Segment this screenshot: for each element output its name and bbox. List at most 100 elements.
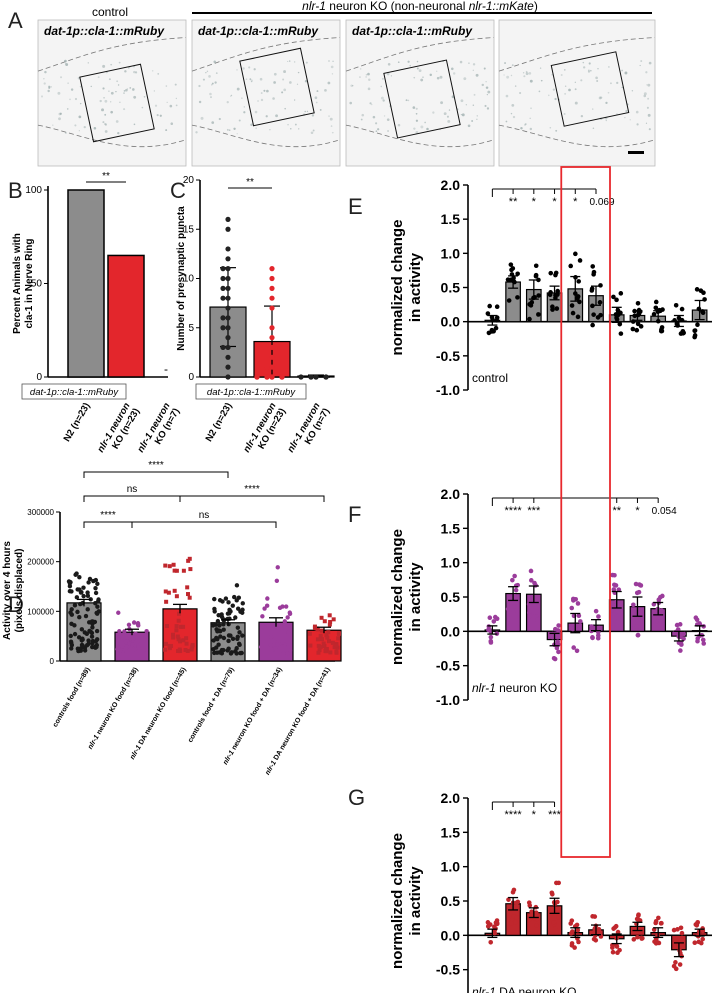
sig-label-f: 0.054 — [652, 506, 677, 517]
speckle — [109, 101, 112, 103]
speckle — [387, 62, 391, 66]
data-point-d — [90, 640, 95, 646]
speckle — [564, 92, 567, 95]
worm-outline-3 — [345, 37, 495, 147]
data-point-e — [635, 321, 641, 327]
speckle — [522, 72, 525, 74]
y-tick-label: 1.0 — [441, 859, 461, 875]
data-point-d — [87, 576, 93, 582]
speckle — [645, 71, 648, 74]
speckle — [405, 99, 408, 102]
speckle — [206, 70, 209, 73]
y-tick-label: 1.5 — [441, 520, 461, 536]
data-point-g — [572, 945, 577, 950]
data-point-g — [514, 915, 520, 920]
data-point-g — [592, 933, 598, 938]
speckle — [375, 130, 378, 133]
data-point-g — [576, 939, 581, 945]
data-point-d — [325, 635, 330, 640]
x-tick-label-d: controls food (n=89) — [52, 667, 92, 729]
data-point-d — [230, 636, 236, 641]
data-point-d — [122, 629, 127, 634]
data-point-d — [212, 609, 217, 614]
data-point-f — [488, 634, 494, 640]
speckle — [397, 61, 400, 64]
y-tick-label-c: 15 — [183, 224, 195, 235]
data-point-c — [220, 266, 226, 272]
scale-bar — [628, 151, 644, 154]
data-point-g — [631, 929, 637, 934]
sig-label-f: *** — [527, 505, 541, 517]
speckle — [460, 99, 464, 103]
data-point-f — [576, 613, 582, 619]
speckle — [226, 128, 229, 131]
speckle — [241, 97, 243, 99]
speckle — [74, 97, 78, 101]
speckle — [424, 121, 426, 124]
speckle — [132, 88, 135, 91]
data-point-f — [488, 640, 494, 645]
image-strain-label-1: dat-1p::cla-1::mRuby — [44, 24, 165, 38]
speckle — [200, 116, 204, 120]
speckle — [64, 59, 67, 63]
speckle — [315, 101, 318, 104]
speckle — [118, 61, 121, 64]
speckle — [450, 67, 454, 71]
data-point-f — [528, 578, 534, 583]
speckle — [473, 93, 476, 96]
data-point-d — [326, 630, 331, 635]
x-tick-label-c: nlr-1 neuronKO (n=7) — [285, 401, 332, 460]
data-point-d — [121, 635, 126, 641]
speckle — [123, 108, 126, 111]
data-point-e — [672, 318, 677, 323]
speckle — [101, 108, 105, 112]
speckle — [90, 85, 92, 88]
data-point-g — [556, 915, 561, 920]
data-point-g — [677, 962, 683, 967]
data-point-g — [675, 927, 680, 932]
data-point-d — [130, 642, 135, 647]
data-point-d — [240, 633, 245, 638]
data-point-e — [573, 251, 578, 257]
data-point-d — [235, 625, 241, 630]
data-point-f — [552, 656, 558, 662]
data-point-e — [692, 328, 697, 334]
data-point-d — [77, 615, 82, 620]
speckle — [540, 79, 543, 82]
highlight-box — [560, 166, 611, 858]
speckle — [360, 118, 363, 121]
data-point-d — [213, 622, 218, 627]
data-point-d — [176, 637, 181, 642]
data-point-d — [189, 647, 194, 652]
data-point-e — [487, 303, 492, 309]
data-point-d — [274, 578, 280, 584]
data-point-d — [264, 603, 270, 608]
speckle — [452, 72, 456, 75]
data-point-e — [568, 263, 574, 269]
speckle — [102, 64, 106, 68]
inner-label-f: nlr-1 neuron KO — [472, 681, 557, 695]
speckle — [255, 127, 257, 129]
speckle — [485, 81, 487, 83]
speckle — [397, 123, 401, 127]
speckle — [645, 122, 648, 124]
speckle — [519, 91, 522, 95]
data-point-g — [673, 966, 679, 972]
data-point-e — [527, 316, 532, 322]
data-point-g — [506, 897, 511, 902]
speckle — [79, 85, 82, 88]
speckle — [226, 101, 229, 104]
speckle — [289, 127, 292, 130]
speckle — [170, 122, 174, 125]
speckle — [70, 88, 74, 91]
data-point-c — [269, 275, 275, 282]
speckle — [306, 110, 309, 113]
data-point-d — [220, 599, 225, 604]
speckle — [236, 133, 238, 135]
data-point-e — [529, 300, 535, 305]
y-axis-title-g: normalized changein activity — [389, 833, 424, 969]
data-point-d — [324, 649, 329, 654]
micrograph-4 — [498, 19, 656, 167]
data-point-g — [700, 936, 705, 942]
